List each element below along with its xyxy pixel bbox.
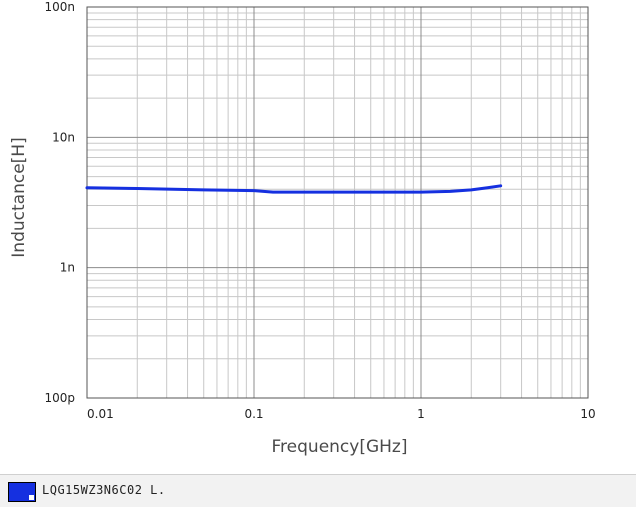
x-tick-label: 0.1 (244, 407, 263, 421)
x-tick-label: 10 (580, 407, 595, 421)
x-tick-label: 0.01 (87, 407, 114, 421)
chart-svg: 0.01 0.1 1 10 100p 1n 10n 100n Frequency[GHz] Ind… (9, 0, 596, 457)
plot-area (87, 7, 588, 398)
y-tick-label: 100n (44, 0, 75, 14)
x-axis-label: Frequency[GHz] (272, 437, 408, 457)
y-tick-label: 10n (52, 130, 75, 144)
chart: 0.01 0.1 1 10 100p 1n 10n 100n Frequency[GHz] Ind… (9, 0, 596, 457)
y-tick-label: 100p (44, 391, 75, 405)
x-tick-label: 1 (417, 407, 425, 421)
legend: LQG15WZ3N6C02 L. (0, 474, 636, 507)
series-line (85, 184, 503, 194)
y-tick-label: 1n (60, 261, 75, 275)
legend-swatch-icon (8, 482, 36, 502)
plot-frame (86, 6, 589, 399)
y-axis-label: Inductance[H] (9, 137, 29, 257)
legend-label: LQG15WZ3N6C02 L. (42, 483, 166, 497)
